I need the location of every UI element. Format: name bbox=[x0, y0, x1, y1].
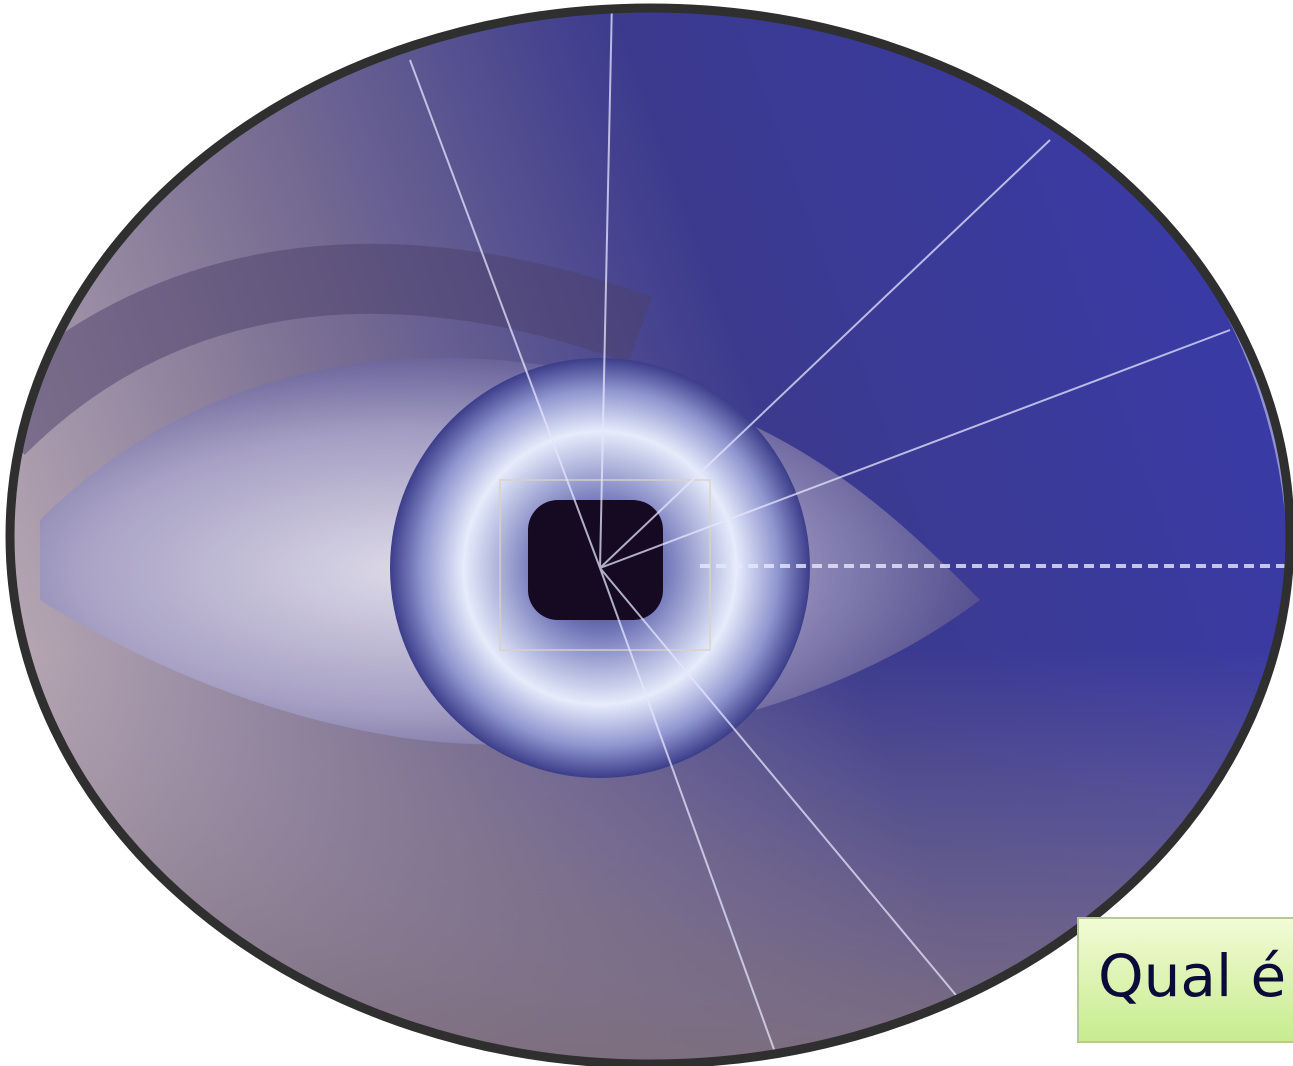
oval-frame bbox=[5, 3, 1293, 1066]
caption: Qual é bbox=[1098, 942, 1286, 1010]
caption-box bbox=[1077, 917, 1293, 1043]
